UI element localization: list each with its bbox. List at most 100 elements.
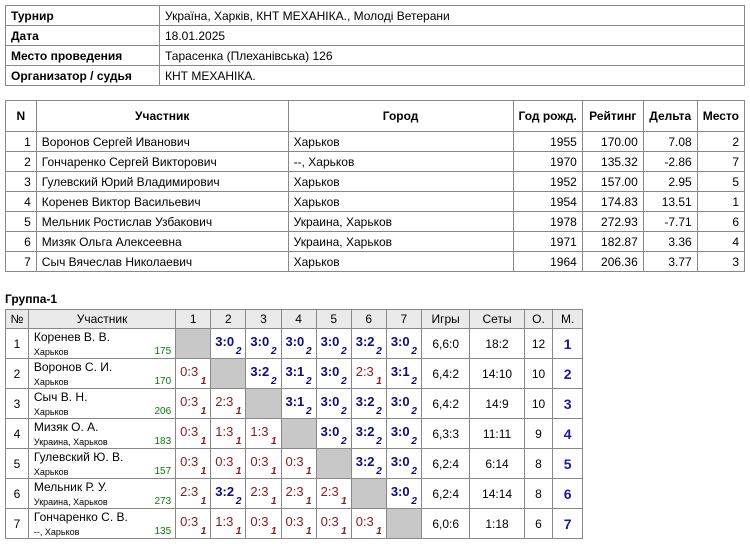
column-header: Игры: [420, 309, 471, 329]
cell: 174.83: [581, 191, 644, 212]
cell: Харьков: [287, 131, 514, 152]
match-result: 0:3 1: [175, 448, 212, 479]
match-points: 1: [306, 526, 312, 537]
match-points: 1: [200, 496, 207, 507]
cell: Украина, Харьков: [287, 211, 514, 232]
match-points: 2: [411, 406, 417, 417]
match-score: 0:3: [180, 454, 199, 469]
points: 8: [523, 448, 554, 479]
cell: 5: [5, 211, 37, 232]
cell: 2.95: [642, 171, 698, 192]
place: 5: [552, 448, 583, 479]
column-header: М.: [552, 309, 583, 329]
match-points: 1: [200, 466, 207, 477]
sets: 6:14: [469, 448, 525, 479]
group-row: 4 Мизяк О. А. Украина, Харьков 183 0:3 1 1:3 1 1…: [5, 418, 583, 449]
player-city: Украина, Харьков: [33, 437, 108, 447]
group-row: 5 Гулевский Ю. В. Харьков 157 0:3 1 0:3 1 0:3 1 0:…: [5, 448, 583, 479]
info-label: Турнир: [5, 5, 160, 26]
match-points: 2: [376, 346, 382, 357]
match-score: 2:3: [180, 484, 199, 499]
match-points: 1: [235, 466, 242, 477]
player-cell: Мельник Р. У. Украина, Харьков 273: [27, 478, 177, 509]
place: 1: [552, 328, 583, 359]
match-score: 3:0: [390, 424, 410, 439]
match-result: 0:3 1: [280, 448, 317, 479]
match-score: 0:3: [285, 514, 304, 529]
participant-row: 7 Сыч Вячеслав Николаевич Харьков 1964 206.3…: [5, 251, 746, 272]
info-row: Организатор / судья КНТ МЕХАНІКА.: [5, 65, 745, 86]
row-number: 7: [5, 508, 29, 539]
match-points: 1: [270, 466, 277, 477]
player-rating: 273: [154, 496, 172, 507]
match-score: 0:3: [180, 394, 199, 409]
player-cell: Сыч В. Н. Харьков 206: [27, 388, 177, 419]
participants-table: N Участник Город Год рожд. Рейтинг Дельта Мест…: [5, 100, 746, 272]
match-result: 1:3 1: [210, 508, 247, 539]
info-value: 18.01.2025: [159, 25, 745, 46]
points: 8: [523, 478, 554, 509]
sets: 14:10: [469, 358, 525, 389]
match-result: 0:3 1: [175, 388, 212, 419]
player-name: Гончаренко С. В.: [33, 510, 128, 524]
match-score: 3:0: [215, 334, 235, 349]
match-result: 0:3 1: [175, 418, 212, 449]
match-score: 3:0: [390, 454, 410, 469]
match-points: 2: [376, 436, 382, 447]
info-label: Место проведения: [5, 45, 160, 66]
player-rating: 183: [154, 436, 172, 447]
points: 9: [523, 418, 554, 449]
match-score: 3:2: [355, 454, 375, 469]
player-name: Воронов С. И.: [33, 360, 113, 374]
cell: 7.08: [642, 131, 698, 152]
cell: 1: [696, 191, 746, 212]
cell: 1971: [512, 231, 583, 252]
match-points: 2: [411, 496, 417, 507]
participant-row: 3 Гулевский Юрий Владимирович Харьков 1952 1…: [5, 171, 746, 192]
match-score: 0:3: [250, 514, 269, 529]
info-row: Дата 18.01.2025: [5, 25, 745, 46]
match-points: 2: [341, 406, 347, 417]
match-result: 3:0 2: [315, 358, 352, 389]
match-result: 3:0 2: [315, 418, 352, 449]
match-score: 0:3: [180, 514, 199, 529]
match-score: 3:2: [355, 424, 375, 439]
participant-row: 2 Гончаренко Сергей Викторович --, Харьков…: [5, 151, 746, 172]
cell: 170.00: [581, 131, 644, 152]
match-result: 3:1 2: [280, 388, 317, 419]
match-result: 3:0 2: [280, 328, 317, 359]
player-city: Харьков: [33, 377, 69, 387]
match-points: 2: [411, 346, 417, 357]
column-header: Сеты: [469, 309, 525, 329]
match-result: 0:3 1: [350, 508, 387, 539]
cell: 2: [5, 151, 37, 172]
match-score: 3:0: [320, 424, 340, 439]
games: 6,6:0: [420, 328, 471, 359]
cell: 3: [696, 251, 746, 272]
match-result: 3:1 2: [280, 358, 317, 389]
player-city: Украина, Харьков: [33, 497, 108, 507]
row-number: 5: [5, 448, 29, 479]
match-points: 1: [306, 496, 312, 507]
cell: 1: [5, 131, 37, 152]
match-result: 3:2 2: [350, 328, 387, 359]
cell: 3: [5, 171, 37, 192]
match-points: 1: [270, 496, 277, 507]
match-result: 1:3 1: [210, 418, 247, 449]
info-label: Организатор / судья: [5, 65, 160, 86]
match-points: 2: [411, 436, 417, 447]
empty-cell: [315, 448, 352, 479]
column-header: О.: [523, 309, 554, 329]
match-points: 2: [306, 406, 312, 417]
match-result: 3:2 2: [210, 478, 247, 509]
participant-row: 4 Коренев Виктор Васильевич Харьков 1954 174…: [5, 191, 746, 212]
cell: Украина, Харьков: [287, 231, 514, 252]
place: 7: [552, 508, 583, 539]
match-points: 1: [306, 466, 312, 477]
group-table: № Участник 1 2 3 4 5 6 7 Игры Сеты О. М. 1 Коренев В. …: [5, 309, 583, 539]
cell: 13.51: [642, 191, 698, 212]
group-row: 7 Гончаренко С. В. --, Харьков 135 0:3 1 1:3 1 0…: [5, 508, 583, 539]
match-points: 1: [270, 436, 277, 447]
empty-cell: [210, 358, 247, 389]
match-points: 2: [235, 496, 242, 507]
